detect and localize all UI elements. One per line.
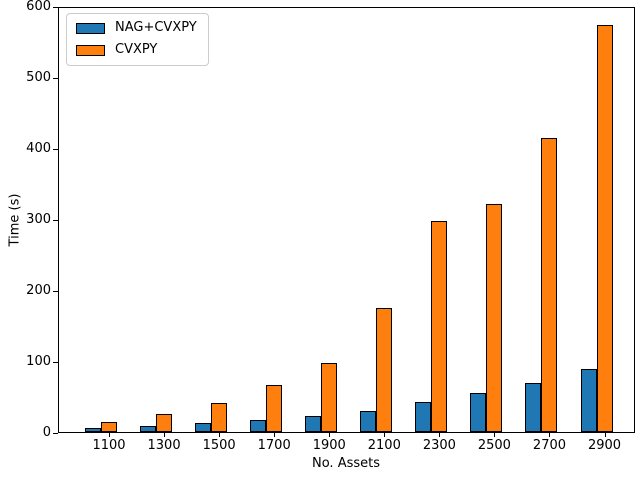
bar-cvxpy-1100 xyxy=(101,422,117,432)
y-tick-label: 500 xyxy=(26,70,51,85)
x-tick-label: 1900 xyxy=(312,438,346,453)
bar-nag-cvxpy-2700 xyxy=(525,383,541,432)
bar-cvxpy-1500 xyxy=(211,403,227,432)
bar-cvxpy-1900 xyxy=(321,363,337,432)
bar-nag-cvxpy-2300 xyxy=(415,402,431,432)
plot-area: NAG+CVXPY CVXPY xyxy=(58,7,635,433)
x-axis-title: No. Assets xyxy=(311,456,381,471)
x-tick-label: 2700 xyxy=(532,438,567,453)
bar-cvxpy-2300 xyxy=(431,221,447,432)
bar-nag-cvxpy-1500 xyxy=(195,423,211,432)
bar-cvxpy-2700 xyxy=(541,138,557,432)
legend-label: NAG+CVXPY xyxy=(115,20,197,35)
bar-cvxpy-2900 xyxy=(597,25,613,432)
bar-nag-cvxpy-1900 xyxy=(305,416,321,432)
y-tick-label: 300 xyxy=(26,212,51,227)
bar-nag-cvxpy-1300 xyxy=(140,426,156,432)
bar-nag-cvxpy-1100 xyxy=(85,428,101,432)
bar-nag-cvxpy-2900 xyxy=(581,369,597,432)
y-tick-mark xyxy=(53,433,58,434)
y-tick-mark xyxy=(53,362,58,363)
x-tick-label: 1300 xyxy=(147,438,181,453)
y-tick-mark xyxy=(53,149,58,150)
x-tick-label: 1700 xyxy=(257,438,291,453)
y-tick-mark xyxy=(53,291,58,292)
x-tick-label: 2500 xyxy=(477,438,511,453)
legend-label: CVXPY xyxy=(115,42,158,57)
bar-nag-cvxpy-2100 xyxy=(360,411,376,432)
x-tick-label: 2300 xyxy=(422,438,456,453)
x-tick-mark xyxy=(494,433,495,437)
y-tick-mark xyxy=(53,220,58,221)
legend-item: CVXPY xyxy=(76,43,197,57)
x-tick-label: 2900 xyxy=(587,438,622,453)
bar-nag-cvxpy-1700 xyxy=(250,420,266,432)
y-tick-label: 100 xyxy=(26,354,51,369)
x-tick-mark xyxy=(439,433,440,437)
legend-color-swatch-icon xyxy=(76,44,105,56)
x-tick-mark xyxy=(549,433,550,437)
x-tick-mark xyxy=(164,433,165,437)
x-tick-label: 2100 xyxy=(367,438,401,453)
x-tick-mark xyxy=(274,433,275,437)
bar-cvxpy-2100 xyxy=(376,308,392,432)
x-tick-mark xyxy=(605,433,606,437)
y-tick-mark xyxy=(53,78,58,79)
y-tick-label: 0 xyxy=(42,425,51,440)
bar-cvxpy-1700 xyxy=(266,385,282,432)
x-tick-label: 1500 xyxy=(202,438,236,453)
x-tick-mark xyxy=(384,433,385,437)
x-tick-label: 1100 xyxy=(92,438,126,453)
legend-color-swatch-icon xyxy=(76,22,105,34)
y-tick-label: 200 xyxy=(26,283,51,298)
bar-cvxpy-2500 xyxy=(486,204,502,432)
legend: NAG+CVXPY CVXPY xyxy=(66,13,209,66)
legend-item: NAG+CVXPY xyxy=(76,21,197,35)
y-tick-label: 400 xyxy=(26,141,51,156)
y-tick-label: 600 xyxy=(26,0,51,14)
x-tick-mark xyxy=(219,433,220,437)
bar-nag-cvxpy-2500 xyxy=(470,393,486,432)
x-tick-mark xyxy=(109,433,110,437)
y-tick-mark xyxy=(53,7,58,8)
x-tick-mark xyxy=(329,433,330,437)
bar-cvxpy-1300 xyxy=(156,414,172,432)
